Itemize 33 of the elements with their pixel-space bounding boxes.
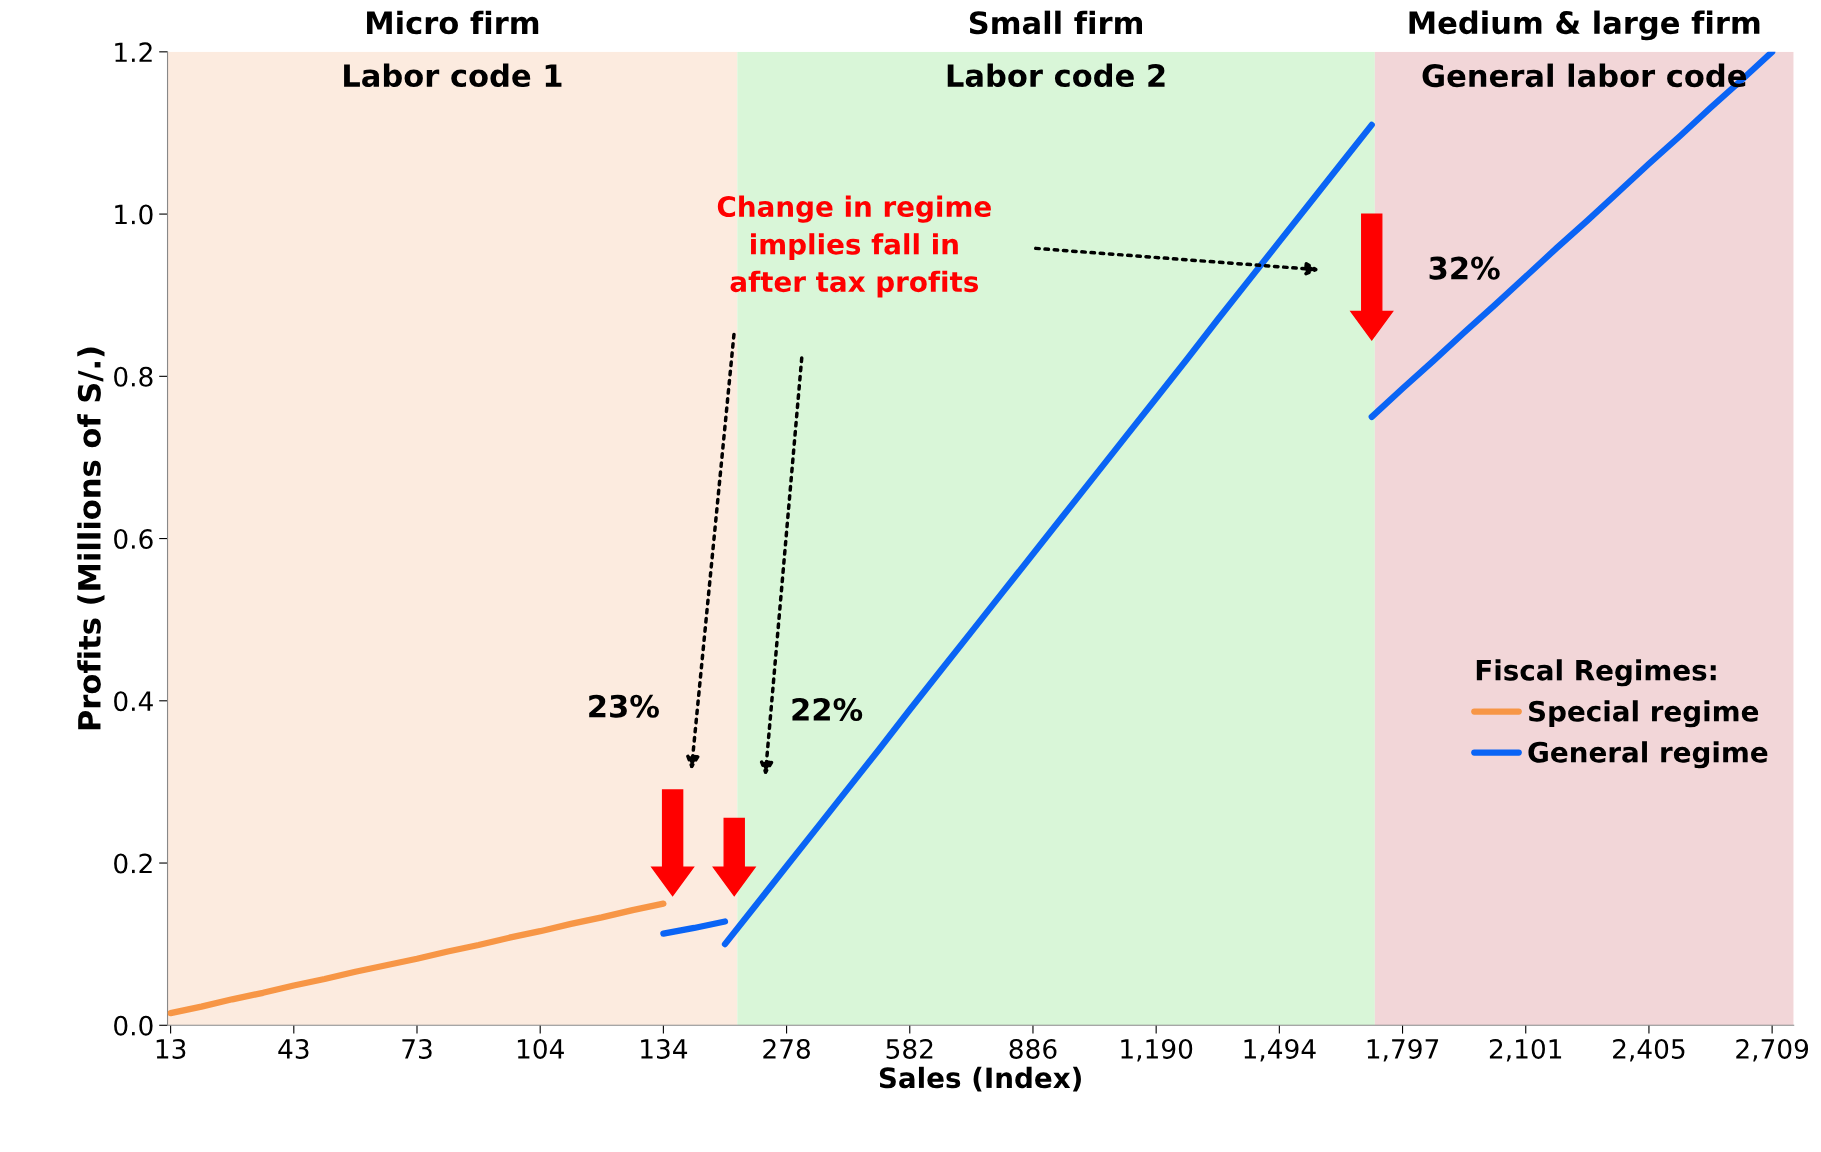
y-tick-label: 0.4 xyxy=(114,691,153,712)
x-tick-label: 582 xyxy=(886,1038,933,1059)
x-tick-label: 73 xyxy=(402,1038,432,1059)
x-tick-label: 1,494 xyxy=(1244,1038,1316,1062)
y-axis-title: Profits (Millions of S/.) xyxy=(77,347,105,730)
y-tick-label: 0.8 xyxy=(114,366,153,387)
y-tick-label: 1.0 xyxy=(115,204,153,225)
x-tick-label: 43 xyxy=(278,1038,309,1059)
x-tick-label: 278 xyxy=(763,1038,810,1059)
annotation: Micro firm Labor code 1 xyxy=(344,10,562,88)
annotation: 32% xyxy=(1429,256,1500,280)
y-tick-label: 0.2 xyxy=(114,853,152,874)
x-axis-title: Sales (Index) xyxy=(879,1066,1081,1092)
annotation: Medium & large firm General labor code xyxy=(1409,10,1760,88)
x-tick-label: 1,797 xyxy=(1367,1038,1439,1062)
annotation: 22% xyxy=(792,697,863,722)
y-tick-label: 0.6 xyxy=(114,529,153,549)
x-tick-label: 2,709 xyxy=(1736,1038,1809,1062)
x-tick-label: 13 xyxy=(156,1038,186,1059)
annotation: Small firm Labor code 2 xyxy=(947,10,1165,88)
legend-label: General regime xyxy=(1528,741,1768,769)
x-tick-label: 886 xyxy=(1009,1038,1057,1059)
legend-title: Fiscal Regimes: xyxy=(1476,659,1716,687)
y-tick-label: 0.0 xyxy=(114,1015,153,1036)
annotation: Change in regime implies fall in after tax profits xyxy=(717,195,991,298)
legend-label: Special regime xyxy=(1529,700,1759,728)
x-tick-label: 1,190 xyxy=(1121,1038,1193,1062)
y-tick-label: 1.2 xyxy=(115,42,152,62)
x-tick-label: 104 xyxy=(517,1038,564,1059)
x-tick-label: 2,405 xyxy=(1613,1038,1685,1062)
annotation: 23% xyxy=(589,694,659,718)
x-tick-label: 134 xyxy=(641,1038,688,1059)
x-tick-label: 2,101 xyxy=(1489,1038,1562,1062)
